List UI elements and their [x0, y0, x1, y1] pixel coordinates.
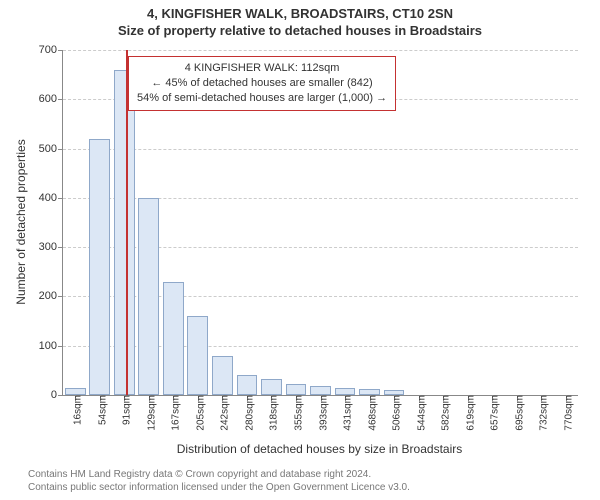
credits-line2: Contains public sector information licen…	[28, 481, 410, 494]
bar	[114, 70, 135, 395]
grid-line	[63, 149, 578, 150]
chart-address-title: 4, KINGFISHER WALK, BROADSTAIRS, CT10 2S…	[0, 0, 600, 21]
bar	[138, 198, 159, 395]
y-tick-label: 600	[39, 93, 63, 105]
x-tick-label: 506sqm	[386, 395, 403, 431]
y-tick-label: 700	[39, 44, 63, 56]
info-line-smaller: ← 45% of detached houses are smaller (84…	[137, 76, 387, 91]
x-tick-label: 318sqm	[263, 395, 280, 431]
x-tick-label: 129sqm	[140, 395, 157, 431]
x-tick-label: 431sqm	[337, 395, 354, 431]
chart-subtitle: Size of property relative to detached ho…	[0, 21, 600, 38]
x-tick-label: 544sqm	[410, 395, 427, 431]
x-tick-label: 582sqm	[435, 395, 452, 431]
bar	[89, 139, 110, 395]
credits: Contains HM Land Registry data © Crown c…	[28, 468, 410, 494]
x-tick-label: 468sqm	[361, 395, 378, 431]
x-tick-label: 167sqm	[165, 395, 182, 431]
x-tick-label: 54sqm	[91, 395, 108, 425]
bar	[310, 386, 331, 395]
bar	[212, 356, 233, 395]
bar	[163, 282, 184, 395]
x-tick-label: 732sqm	[533, 395, 550, 431]
x-tick-label: 770sqm	[557, 395, 574, 431]
bar	[65, 388, 86, 395]
y-tick-label: 200	[39, 290, 63, 302]
bar	[335, 388, 356, 395]
x-tick-label: 242sqm	[214, 395, 231, 431]
y-tick-label: 300	[39, 241, 63, 253]
x-tick-label: 695sqm	[508, 395, 525, 431]
y-tick-label: 0	[51, 389, 63, 401]
x-tick-label: 355sqm	[287, 395, 304, 431]
bar	[187, 316, 208, 395]
bar	[261, 379, 282, 395]
y-tick-label: 500	[39, 143, 63, 155]
x-tick-label: 393sqm	[312, 395, 329, 431]
credits-line1: Contains HM Land Registry data © Crown c…	[28, 468, 410, 481]
x-tick-label: 205sqm	[189, 395, 206, 431]
info-line-larger: 54% of semi-detached houses are larger (…	[137, 91, 387, 106]
grid-line	[63, 50, 578, 51]
info-line-property: 4 KINGFISHER WALK: 112sqm	[137, 61, 387, 76]
x-tick-label: 91sqm	[116, 395, 133, 425]
y-tick-label: 100	[39, 340, 63, 352]
x-tick-label: 16sqm	[67, 395, 84, 425]
bar	[237, 375, 258, 395]
y-axis-label: Number of detached properties	[14, 139, 28, 304]
y-tick-label: 400	[39, 192, 63, 204]
x-tick-label: 280sqm	[238, 395, 255, 431]
bar	[286, 384, 307, 395]
highlight-info-box: 4 KINGFISHER WALK: 112sqm ← 45% of detac…	[128, 56, 396, 111]
x-tick-label: 657sqm	[484, 395, 501, 431]
x-axis-label: Distribution of detached houses by size …	[62, 442, 577, 456]
x-tick-label: 619sqm	[459, 395, 476, 431]
